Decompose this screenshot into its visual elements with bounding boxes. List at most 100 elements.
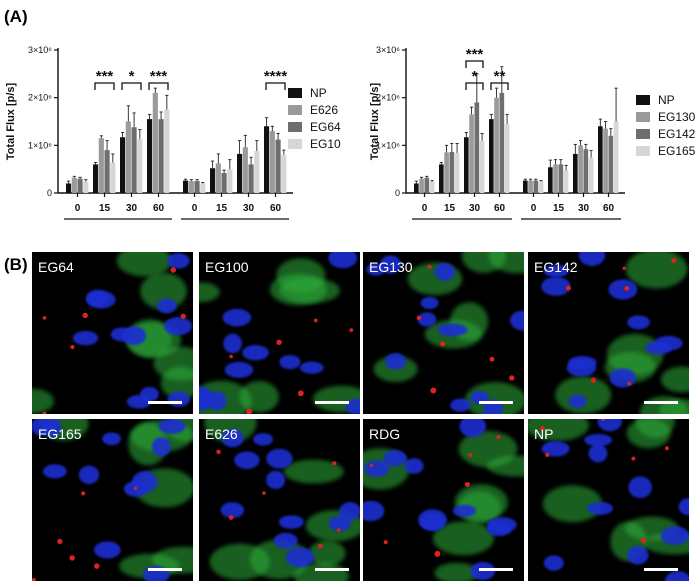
micrograph-eg100: EG100 — [199, 252, 360, 414]
cell-cytoplasm — [625, 252, 688, 289]
scale-bar — [479, 401, 513, 404]
cell-nucleus — [158, 419, 186, 434]
bar — [83, 181, 89, 193]
cell-cytoplasm — [308, 540, 346, 567]
cell-nucleus — [450, 398, 471, 412]
nanoparticle-signal — [590, 377, 597, 383]
nanoparticle-signal — [349, 328, 354, 332]
bar — [221, 172, 227, 193]
legend-swatch — [636, 129, 650, 139]
cell-nucleus — [328, 252, 358, 269]
micrograph-label: EG165 — [38, 426, 82, 442]
legend-label: NP — [658, 93, 675, 107]
micrograph-grid: EG64 EG100 EG130 EG142 EG165 E626 RDG NP — [32, 252, 689, 581]
x-tick-label: 60 — [603, 203, 615, 214]
cell-cytoplasm — [432, 521, 494, 556]
cell-nucleus — [584, 433, 613, 447]
x-tick-label: 0 — [75, 203, 81, 214]
micrograph-label: NP — [534, 426, 553, 442]
cell-nucleus — [339, 502, 360, 521]
cell-nucleus — [122, 326, 147, 346]
significance-bracket — [148, 82, 169, 90]
cell-cytoplasm — [660, 366, 689, 393]
cell-nucleus — [470, 390, 489, 405]
micrograph-e626: E626 — [199, 419, 360, 581]
bar — [200, 183, 206, 193]
bar — [429, 182, 435, 193]
micrograph-eg64: EG64 — [32, 252, 193, 414]
nanoparticle-signal — [313, 318, 318, 323]
cell-cytoplasm — [153, 346, 193, 381]
cell-cytoplasm — [626, 419, 671, 449]
x-tick-label: 60 — [153, 203, 165, 214]
bar — [573, 153, 578, 193]
bar — [77, 178, 83, 193]
cell-nucleus — [541, 441, 570, 457]
legend-label: EG10 — [310, 137, 341, 151]
y-tick-label: 3×10⁶ — [376, 45, 400, 55]
micrograph-label: EG142 — [534, 259, 578, 275]
legend-swatch — [288, 105, 302, 115]
significance-bracket — [490, 82, 509, 90]
nanoparticle-signal — [434, 550, 441, 557]
bar — [583, 149, 589, 193]
legend-label: NP — [310, 86, 327, 100]
cell-cytoplasm — [239, 381, 279, 413]
nanoparticle-signal — [32, 578, 36, 581]
cell-nucleus — [279, 354, 301, 370]
micrograph-label: EG130 — [369, 259, 413, 275]
x-tick-label: 60 — [494, 203, 506, 214]
nanoparticle-signal — [540, 426, 545, 431]
nanoparticle-signal — [42, 411, 47, 414]
bar — [215, 163, 221, 193]
bar — [588, 157, 594, 193]
bar — [264, 126, 270, 193]
x-tick-label: 0 — [192, 203, 198, 214]
significance-bracket — [94, 82, 115, 90]
cell-cytoplasm — [140, 272, 187, 310]
bar — [548, 167, 553, 193]
cell-cytoplasm — [458, 430, 518, 468]
legend-swatch — [288, 88, 302, 98]
y-tick-label: 2×10⁶ — [28, 93, 52, 103]
cell-nucleus — [242, 345, 269, 361]
scale-bar — [148, 568, 182, 571]
cell-nucleus — [43, 419, 62, 438]
bar — [93, 164, 99, 193]
cell-cytoplasm — [434, 562, 479, 581]
nanoparticle-signal — [430, 387, 437, 394]
micrograph-label: EG64 — [38, 259, 74, 275]
significance-label: ** — [494, 68, 506, 85]
nanoparticle-signal — [262, 491, 266, 495]
bar — [183, 180, 189, 193]
nanoparticle-signal — [318, 543, 323, 549]
significance-bracket — [265, 82, 286, 90]
bar — [248, 164, 254, 193]
bar — [464, 137, 469, 193]
cell-nucleus — [420, 296, 439, 309]
bar — [71, 177, 77, 193]
cell-nucleus — [42, 464, 67, 479]
bar — [131, 127, 137, 193]
significance-bracket — [465, 82, 484, 90]
legend-swatch — [288, 122, 302, 132]
bar — [538, 181, 544, 193]
nanoparticle-signal — [133, 486, 138, 490]
cell-nucleus — [385, 353, 407, 370]
nanoparticle-signal — [664, 446, 669, 451]
nanoparticle-signal — [70, 344, 75, 350]
cell-nucleus — [587, 501, 614, 515]
y-tick-label: 3×10⁶ — [28, 45, 52, 55]
bar — [449, 152, 455, 193]
cell-nucleus — [102, 432, 122, 446]
nanoparticle-signal — [383, 540, 388, 545]
cell-cytoplasm — [464, 382, 524, 414]
cell-nucleus — [379, 255, 402, 274]
x-tick-label: 30 — [578, 203, 590, 214]
bar — [188, 181, 194, 193]
significance-label: **** — [264, 68, 288, 85]
bar — [469, 114, 474, 193]
bar — [110, 162, 116, 193]
bar — [152, 92, 158, 193]
